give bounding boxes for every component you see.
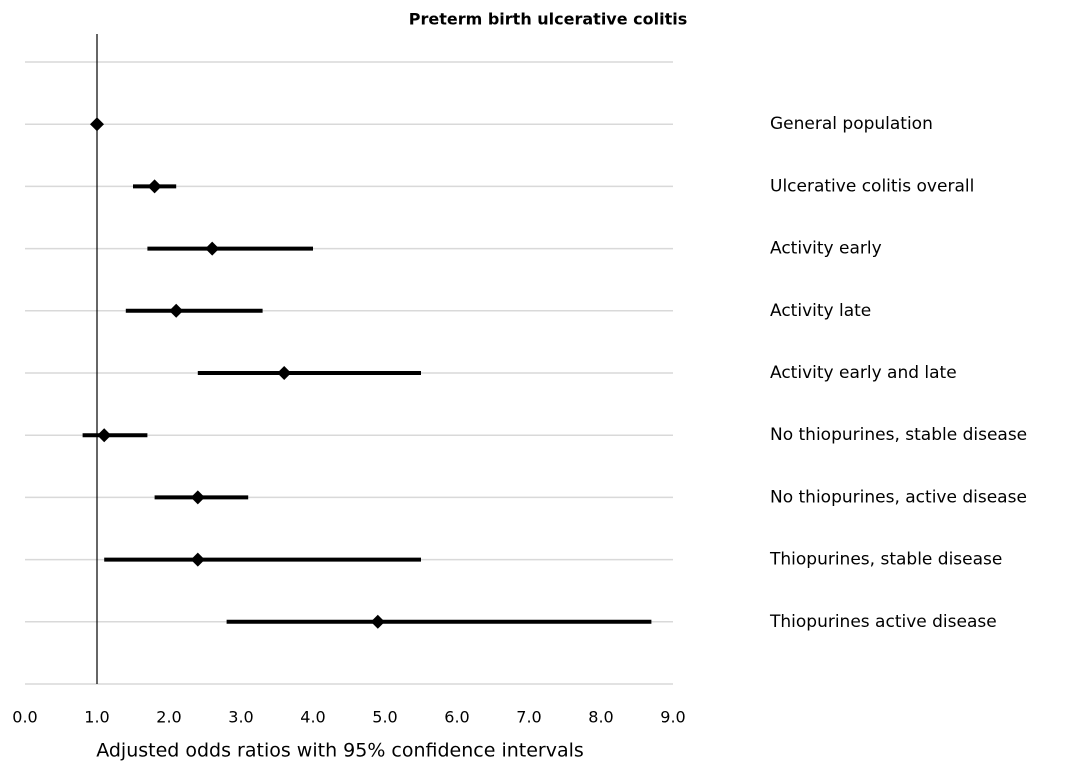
chart-title: Preterm birth ulcerative colitis xyxy=(409,10,688,29)
point-estimate xyxy=(190,552,205,567)
point-estimate xyxy=(370,614,385,629)
x-tick-label: 0.0 xyxy=(12,708,37,727)
point-estimate xyxy=(190,490,205,505)
category-label: No thiopurines, active disease xyxy=(770,487,1027,507)
x-tick-label: 5.0 xyxy=(372,708,397,727)
x-axis-label: Adjusted odds ratios with 95% confidence… xyxy=(96,740,584,762)
point-estimate xyxy=(147,179,162,194)
x-tick-label: 7.0 xyxy=(516,708,541,727)
x-tick-label: 6.0 xyxy=(444,708,469,727)
category-label: Thiopurines active disease xyxy=(769,612,997,632)
x-tick-label: 3.0 xyxy=(228,708,253,727)
category-label: Activity early xyxy=(770,239,882,259)
point-estimate xyxy=(90,117,104,132)
x-tick-label: 4.0 xyxy=(300,708,325,727)
point-estimate xyxy=(97,428,112,443)
x-tick-label: 8.0 xyxy=(588,708,613,727)
point-estimate xyxy=(205,241,220,256)
category-label: General population xyxy=(770,114,933,134)
point-estimate xyxy=(169,303,184,318)
category-label: Ulcerative colitis overall xyxy=(770,176,974,196)
x-tick-label: 1.0 xyxy=(84,708,109,727)
category-label: No thiopurines, stable disease xyxy=(770,425,1027,445)
category-label: Activity early and late xyxy=(770,363,957,383)
category-label: Activity late xyxy=(770,301,871,321)
category-label: Thiopurines, stable disease xyxy=(769,550,1002,570)
x-tick-label: 2.0 xyxy=(156,708,181,727)
x-tick-label: 9.0 xyxy=(660,708,685,727)
point-estimate xyxy=(277,366,292,380)
